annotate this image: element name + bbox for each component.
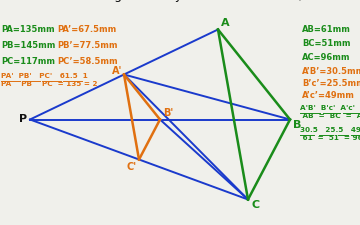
- Text: 30.5   25.5   49    1: 30.5 25.5 49 1: [300, 128, 360, 133]
- Text: B’c’=25.5mm: B’c’=25.5mm: [302, 79, 360, 88]
- Text: PB=145mm: PB=145mm: [1, 41, 55, 50]
- Text: AB  =  BC  =  AC: AB = BC = AC: [300, 113, 360, 119]
- Text: C: C: [251, 200, 259, 211]
- Text: PA=135mm: PA=135mm: [1, 25, 55, 34]
- Text: PA’=67.5mm: PA’=67.5mm: [57, 25, 116, 34]
- Text: 61  =  51  = 96  = 2: 61 = 51 = 96 = 2: [300, 135, 360, 142]
- Text: A'B'  B'c'  A'c': A'B' B'c' A'c': [300, 106, 355, 112]
- Text: PB’=77.5mm: PB’=77.5mm: [57, 41, 117, 50]
- Text: AB=61mm: AB=61mm: [302, 25, 351, 34]
- Text: PC=117mm: PC=117mm: [1, 58, 55, 67]
- Text: PA'  PB'   PC'   61.5  1: PA' PB' PC' 61.5 1: [1, 74, 88, 79]
- Text: B: B: [293, 121, 301, 130]
- Text: A’c’=49mm: A’c’=49mm: [302, 92, 355, 101]
- Text: AC=96mm: AC=96mm: [302, 54, 351, 63]
- Text: BC=51mm: BC=51mm: [302, 40, 351, 49]
- Text: A: A: [221, 18, 230, 27]
- Text: P: P: [19, 115, 27, 124]
- Text: Dilate triangle ABC by a scale factor of 1/2.: Dilate triangle ABC by a scale factor of…: [44, 0, 316, 2]
- Text: B': B': [163, 108, 173, 117]
- Text: PA    PB    PC  = 135 = 2: PA PB PC = 135 = 2: [1, 81, 98, 88]
- Text: A’B’=30.5mm: A’B’=30.5mm: [302, 68, 360, 76]
- Text: PC’=58.5mm: PC’=58.5mm: [57, 58, 118, 67]
- Text: A': A': [112, 67, 122, 76]
- Text: C': C': [127, 162, 137, 173]
